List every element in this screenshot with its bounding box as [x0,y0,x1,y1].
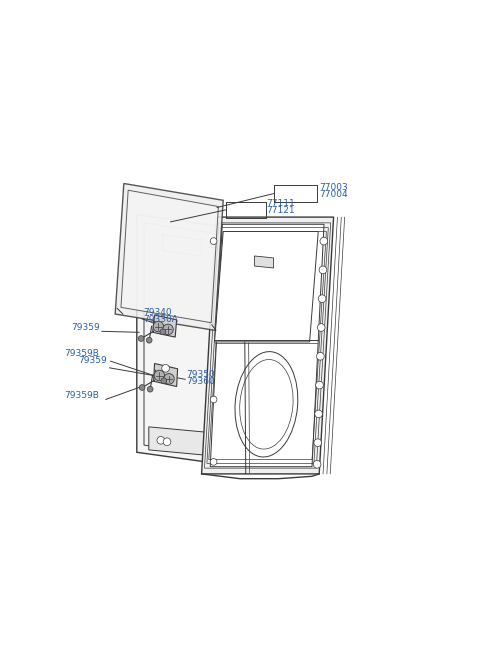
Circle shape [157,436,165,444]
Circle shape [146,337,152,343]
Circle shape [320,237,328,245]
Text: 77121: 77121 [266,206,295,215]
Polygon shape [254,256,274,268]
Circle shape [164,373,174,384]
Text: 79359B: 79359B [64,392,99,400]
Text: 79359B: 79359B [64,349,99,358]
Circle shape [317,324,325,331]
Circle shape [163,438,171,445]
Circle shape [315,410,323,418]
Circle shape [154,370,165,381]
Polygon shape [137,215,223,464]
Polygon shape [210,224,324,467]
Circle shape [162,364,169,372]
Ellipse shape [235,352,298,457]
Circle shape [138,335,144,341]
Circle shape [161,378,167,384]
Polygon shape [202,217,334,474]
Circle shape [313,460,321,468]
Circle shape [153,321,164,332]
Polygon shape [154,364,178,386]
Circle shape [160,329,166,335]
Text: 79330A: 79330A [143,314,178,324]
Circle shape [163,324,173,335]
Text: 77111: 77111 [266,200,295,208]
Circle shape [316,381,324,389]
Circle shape [139,384,145,390]
Polygon shape [163,234,202,257]
Polygon shape [215,231,318,342]
Polygon shape [153,315,177,337]
Circle shape [210,458,217,465]
Circle shape [147,386,153,392]
Polygon shape [115,183,223,330]
Text: 79340: 79340 [143,308,172,317]
Circle shape [319,266,327,274]
Circle shape [210,238,217,244]
Text: 79359: 79359 [71,324,100,332]
Circle shape [316,352,324,360]
Text: 77004: 77004 [319,190,348,199]
Circle shape [210,396,217,403]
Polygon shape [121,190,218,323]
Text: 79359: 79359 [78,356,107,365]
Text: 79350: 79350 [186,370,215,379]
Polygon shape [149,427,216,456]
Circle shape [314,439,322,447]
Text: 79360: 79360 [186,377,215,386]
Text: 77003: 77003 [319,183,348,192]
Circle shape [318,295,326,303]
